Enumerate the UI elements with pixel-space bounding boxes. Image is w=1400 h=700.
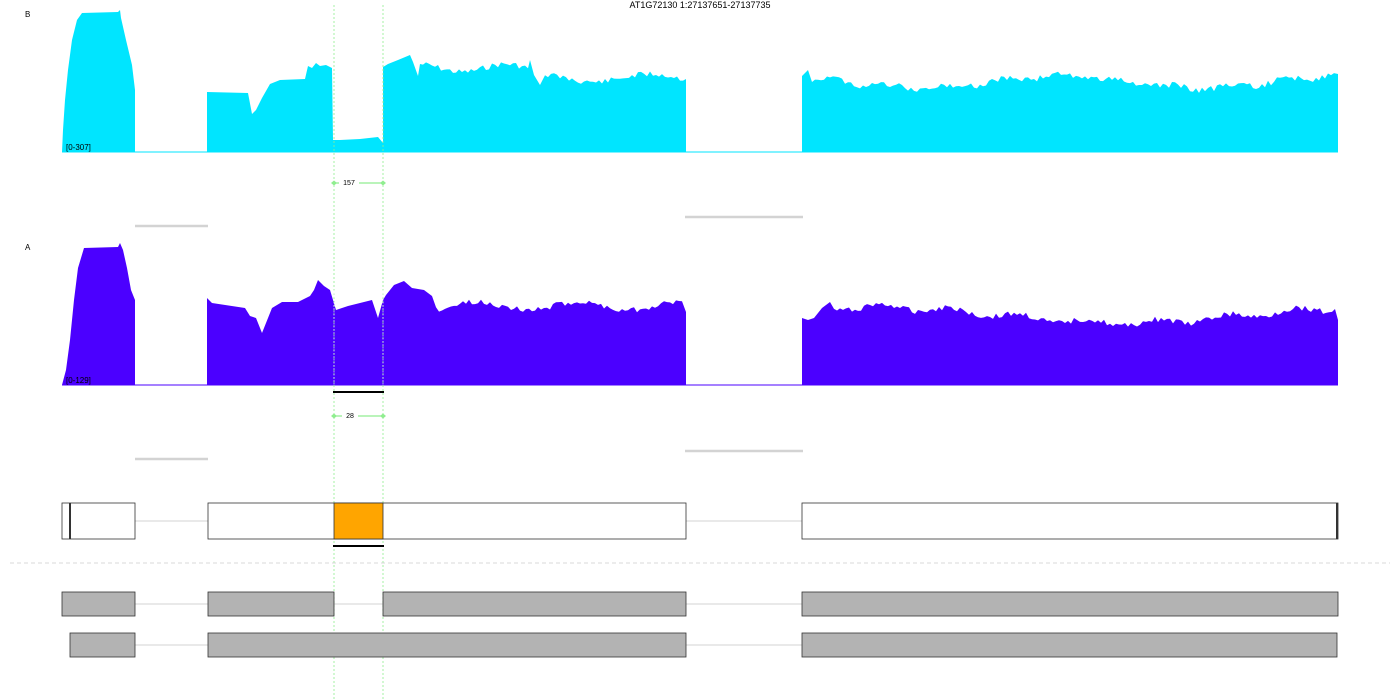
event-exon-3 bbox=[801, 502, 1339, 540]
junction-b-end-right bbox=[380, 180, 386, 186]
track-b-junction: 157 bbox=[331, 177, 386, 187]
junction-a-count: 28 bbox=[346, 413, 354, 420]
track-a-range: [0-129] bbox=[66, 376, 91, 385]
track-b-label: B bbox=[25, 10, 30, 19]
event-exon-2 bbox=[207, 502, 687, 540]
plot-title: AT1G72130 1:27137651-27137735 bbox=[630, 0, 771, 10]
track-a-area bbox=[62, 243, 1338, 385]
transcript-1-exon-2 bbox=[207, 591, 335, 617]
transcript-1-exon-1 bbox=[61, 591, 136, 617]
track-a-label: A bbox=[25, 243, 31, 252]
transcript-2-exon-1 bbox=[69, 632, 136, 658]
junction-b-label-bg bbox=[339, 177, 359, 187]
event-alt-exon bbox=[333, 502, 384, 540]
junction-a-label-bg bbox=[342, 410, 358, 420]
junction-b-count: 157 bbox=[343, 180, 355, 187]
transcript-2 bbox=[69, 632, 1338, 658]
track-b-coverage bbox=[62, 10, 1338, 153]
event-gene-model bbox=[61, 502, 1339, 540]
track-b-range: [0-307] bbox=[66, 143, 91, 152]
transcript-1-exon-4 bbox=[801, 591, 1339, 617]
transcript-1-exon-3 bbox=[382, 591, 687, 617]
junction-a-end-left bbox=[331, 413, 337, 419]
track-a-coverage bbox=[62, 243, 1338, 386]
transcript-1 bbox=[61, 591, 1339, 617]
track-b-area bbox=[62, 10, 1338, 152]
event-exon-1 bbox=[61, 502, 136, 540]
junction-a-end-right bbox=[380, 413, 386, 419]
transcript-2-exon-2 bbox=[207, 632, 687, 658]
junction-b-end-left bbox=[331, 180, 337, 186]
transcript-2-exon-3 bbox=[801, 632, 1338, 658]
track-a-junction: 28 bbox=[331, 410, 386, 420]
